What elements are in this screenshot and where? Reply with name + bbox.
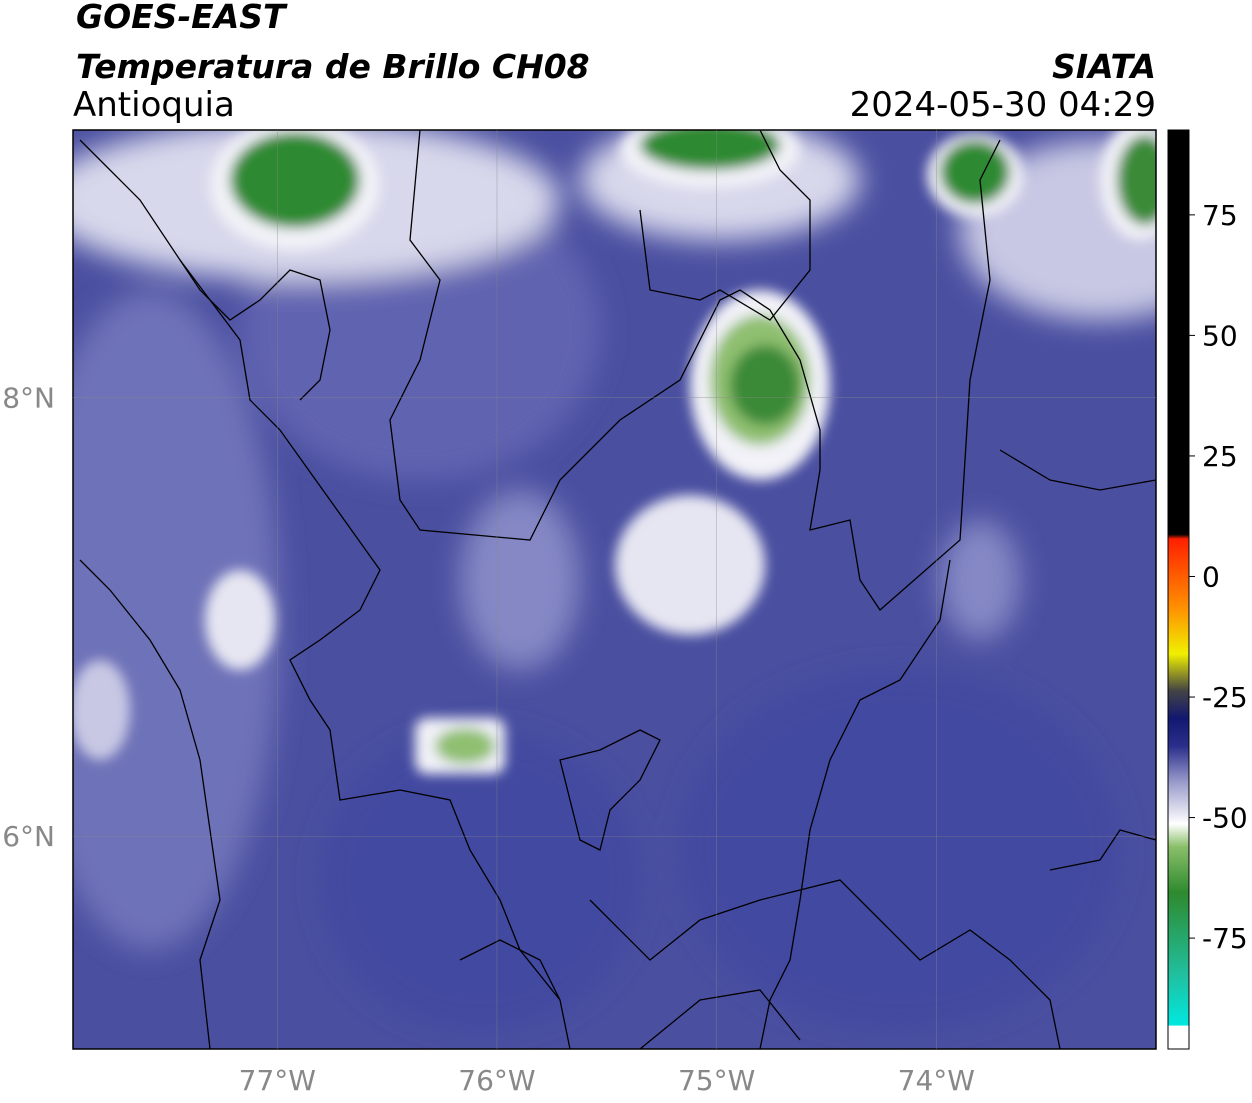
colorbar-tick-label: 75 [1202, 199, 1238, 232]
map-frame [72, 129, 1157, 1050]
lon-tick-label: 74°W [898, 1064, 975, 1097]
colorbar-tick-label: -50 [1202, 802, 1248, 835]
lon-tick-label: 77°W [239, 1064, 316, 1097]
boundaries [79, 130, 1156, 1049]
colorbar-tick-label: 25 [1202, 440, 1238, 473]
colorbar-tick-label: -25 [1202, 681, 1248, 714]
lat-tick-label: 8°N [2, 382, 55, 415]
satellite-image [73, 130, 1156, 1049]
region: Antioquia [73, 85, 235, 125]
lon-tick-label: 75°W [678, 1064, 755, 1097]
lat-tick-label: 6°N [2, 820, 55, 853]
lon-tick-label: 76°W [458, 1064, 535, 1097]
source: SIATA [1052, 47, 1156, 86]
title: GOES-EAST [76, 0, 288, 36]
datetime: 2024-05-30 04:29 [850, 85, 1156, 125]
colorbar-tick-label: 0 [1202, 560, 1220, 593]
colorbar-tick-label: 50 [1202, 319, 1238, 352]
colorbar-tick-label: -75 [1202, 922, 1248, 955]
colorbar [1167, 129, 1190, 1050]
subtitle: Temperatura de Brillo CH08 [76, 47, 590, 86]
